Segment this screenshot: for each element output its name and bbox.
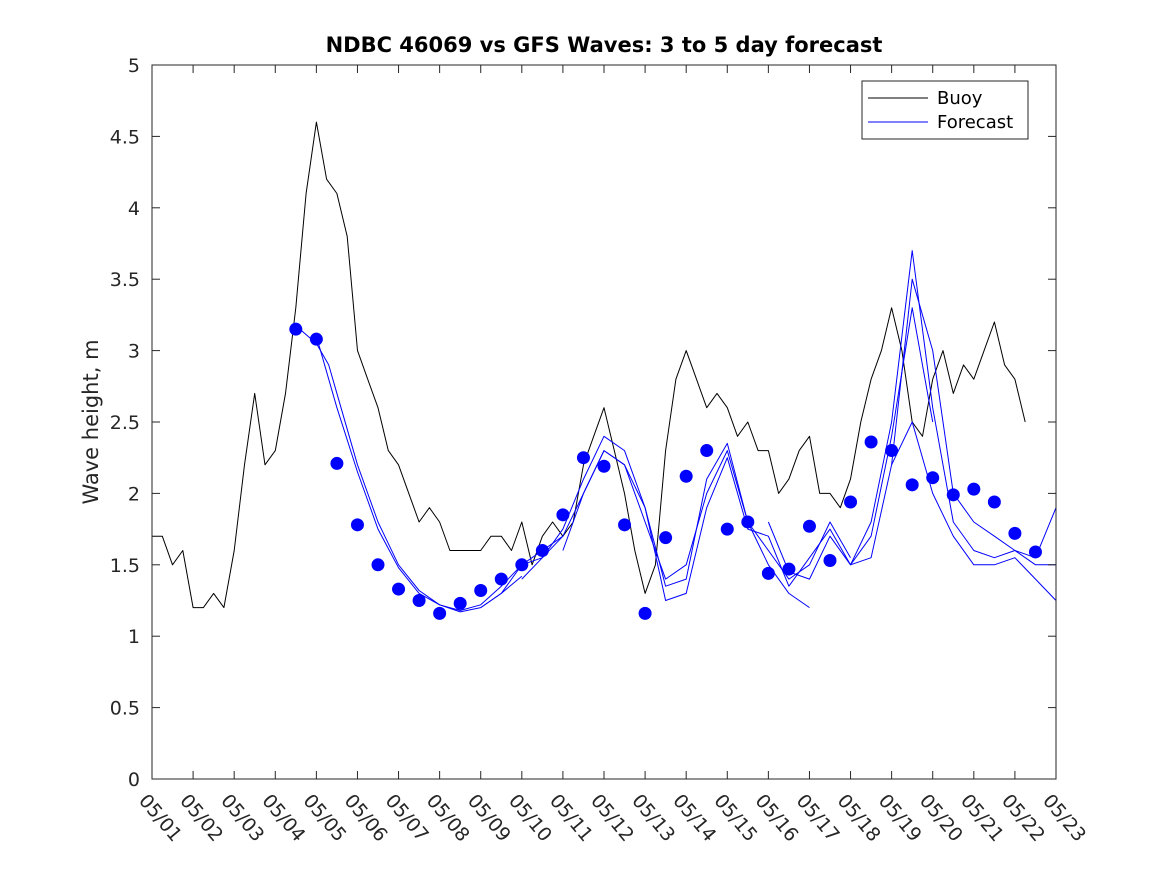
forecast-marker — [597, 459, 611, 473]
forecast-marker — [515, 558, 529, 572]
forecast-marker — [576, 451, 590, 465]
forecast-marker — [844, 495, 858, 509]
y-tick-label: 0.5 — [110, 698, 140, 720]
forecast-marker — [720, 522, 734, 536]
forecast-marker — [556, 508, 570, 522]
forecast-series-line — [850, 250, 1056, 566]
y-tick-label: 3.5 — [110, 269, 140, 291]
forecast-marker — [535, 544, 549, 558]
forecast-marker — [392, 582, 406, 596]
forecast-marker — [679, 469, 693, 483]
forecast-marker — [802, 519, 816, 533]
forecast-marker — [967, 482, 981, 496]
y-tick-label: 4 — [128, 198, 140, 220]
chart-title: NDBC 46069 vs GFS Waves: 3 to 5 day fore… — [326, 33, 883, 57]
forecast-marker — [474, 584, 488, 598]
forecast-marker — [1028, 545, 1042, 559]
marker-layer — [289, 322, 1042, 620]
forecast-marker — [371, 558, 385, 572]
y-tick-label: 4.5 — [110, 126, 140, 148]
forecast-marker — [659, 531, 673, 545]
forecast-marker — [700, 444, 714, 458]
y-axis-label: Wave height, m — [79, 339, 103, 504]
forecast-marker — [638, 606, 652, 620]
y-tick-label: 5 — [128, 55, 140, 77]
forecast-marker — [330, 456, 344, 470]
forecast-series-line — [891, 421, 1057, 601]
series-layer — [152, 121, 1057, 613]
forecast-series-line — [521, 435, 810, 609]
legend: Buoy Forecast — [861, 80, 1029, 140]
forecast-marker — [946, 488, 960, 502]
y-tick-label: 2 — [128, 483, 140, 505]
y-tick-label: 2.5 — [110, 412, 140, 434]
forecast-marker — [905, 478, 919, 492]
axes-box — [151, 64, 1057, 780]
y-tick-label: 1.5 — [110, 555, 140, 577]
plot-area — [152, 65, 1056, 779]
legend-box — [861, 80, 1029, 140]
forecast-marker — [433, 606, 447, 620]
forecast-marker — [926, 471, 940, 485]
forecast-marker — [412, 594, 426, 607]
forecast-marker — [289, 322, 303, 336]
forecast-series-line — [767, 278, 1057, 580]
forecast-marker — [494, 572, 508, 586]
forecast-marker — [761, 566, 775, 580]
forecast-marker — [864, 435, 878, 449]
forecast-marker — [823, 554, 837, 568]
forecast-series-line — [562, 307, 934, 601]
buoy-series-line — [152, 121, 1026, 609]
forecast-marker — [350, 518, 364, 532]
forecast-marker — [987, 495, 1001, 509]
y-tick-label: 3 — [128, 341, 140, 363]
forecast-marker — [1008, 526, 1022, 540]
forecast-marker — [782, 562, 796, 576]
forecast-marker — [453, 596, 467, 610]
y-tick-label: 0 — [128, 769, 140, 791]
legend-label-buoy: Buoy — [937, 88, 983, 109]
forecast-marker — [885, 444, 899, 458]
y-tick-label: 1 — [128, 626, 140, 648]
forecast-marker — [618, 518, 632, 532]
forecast-marker — [309, 332, 323, 346]
forecast-marker — [741, 515, 755, 529]
legend-label-forecast: Forecast — [937, 112, 1013, 133]
